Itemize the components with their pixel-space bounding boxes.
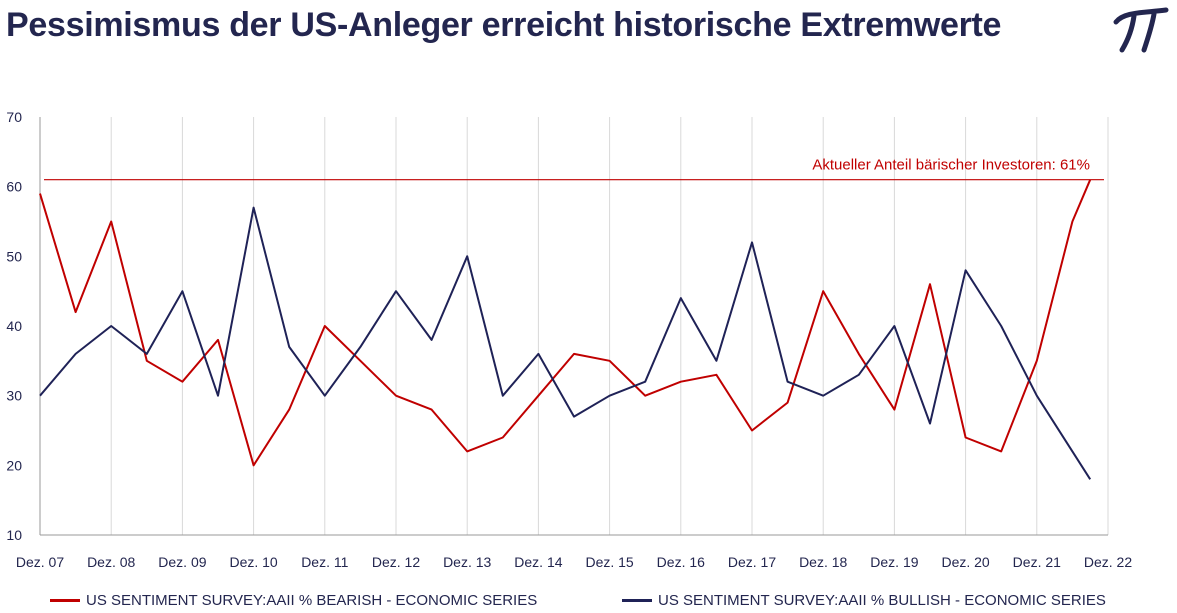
y-tick-label: 60 [6, 179, 22, 195]
legend-label-bullish: US SENTIMENT SURVEY:AAII % BULLISH - ECO… [658, 592, 1106, 609]
page-title: Pessimismus der US-Anleger erreicht hist… [6, 6, 1002, 44]
y-tick-label: 10 [6, 527, 22, 543]
x-tick-label: Dez. 11 [301, 554, 348, 570]
line-chart: 10 20 30 40 50 60 70 Dez. 07 Dez. 08 Dez. 09 Dez. … [6, 109, 1132, 570]
x-tick-label: Dez. 22 [1084, 554, 1132, 570]
x-tick-label: Dez. 15 [585, 554, 633, 570]
legend-item-bearish: US SENTIMENT SURVEY:AAII % BEARISH - ECO… [50, 592, 537, 609]
y-tick-label: 40 [6, 318, 22, 334]
series-line-bearish [39, 179, 1092, 467]
x-tick-label: Dez. 21 [1013, 554, 1061, 570]
x-tick-label: Dez. 17 [728, 554, 776, 570]
series-line-bullish [39, 206, 1092, 480]
y-tick-label: 50 [6, 248, 22, 264]
legend-swatch-bullish [622, 599, 652, 602]
legend-swatch-bearish [50, 599, 80, 602]
x-tick-label: Dez. 08 [87, 554, 135, 570]
x-tick-label: Dez. 18 [799, 554, 847, 570]
x-tick-label: Dez. 07 [16, 554, 64, 570]
x-tick-label: Dez. 16 [657, 554, 705, 570]
y-tick-label: 20 [6, 457, 22, 473]
x-tick-label: Dez. 19 [870, 554, 918, 570]
x-tick-label: Dez. 13 [443, 554, 491, 570]
annotation-label: Aktueller Anteil bärischer Investoren: 6… [812, 157, 1090, 174]
chart-legend: US SENTIMENT SURVEY:AAII % BEARISH - ECO… [0, 588, 1177, 612]
legend-item-bullish: US SENTIMENT SURVEY:AAII % BULLISH - ECO… [622, 592, 1106, 609]
pi-logo-icon [1113, 7, 1169, 53]
x-tick-label: Dez. 09 [158, 554, 206, 570]
y-tick-label: 70 [6, 109, 22, 125]
x-tick-label: Dez. 12 [372, 554, 420, 570]
y-tick-label: 30 [6, 388, 22, 404]
legend-label-bearish: US SENTIMENT SURVEY:AAII % BEARISH - ECO… [86, 592, 538, 609]
x-tick-label: Dez. 10 [229, 554, 277, 570]
x-tick-label: Dez. 20 [941, 554, 989, 570]
x-tick-label: Dez. 14 [514, 554, 562, 570]
